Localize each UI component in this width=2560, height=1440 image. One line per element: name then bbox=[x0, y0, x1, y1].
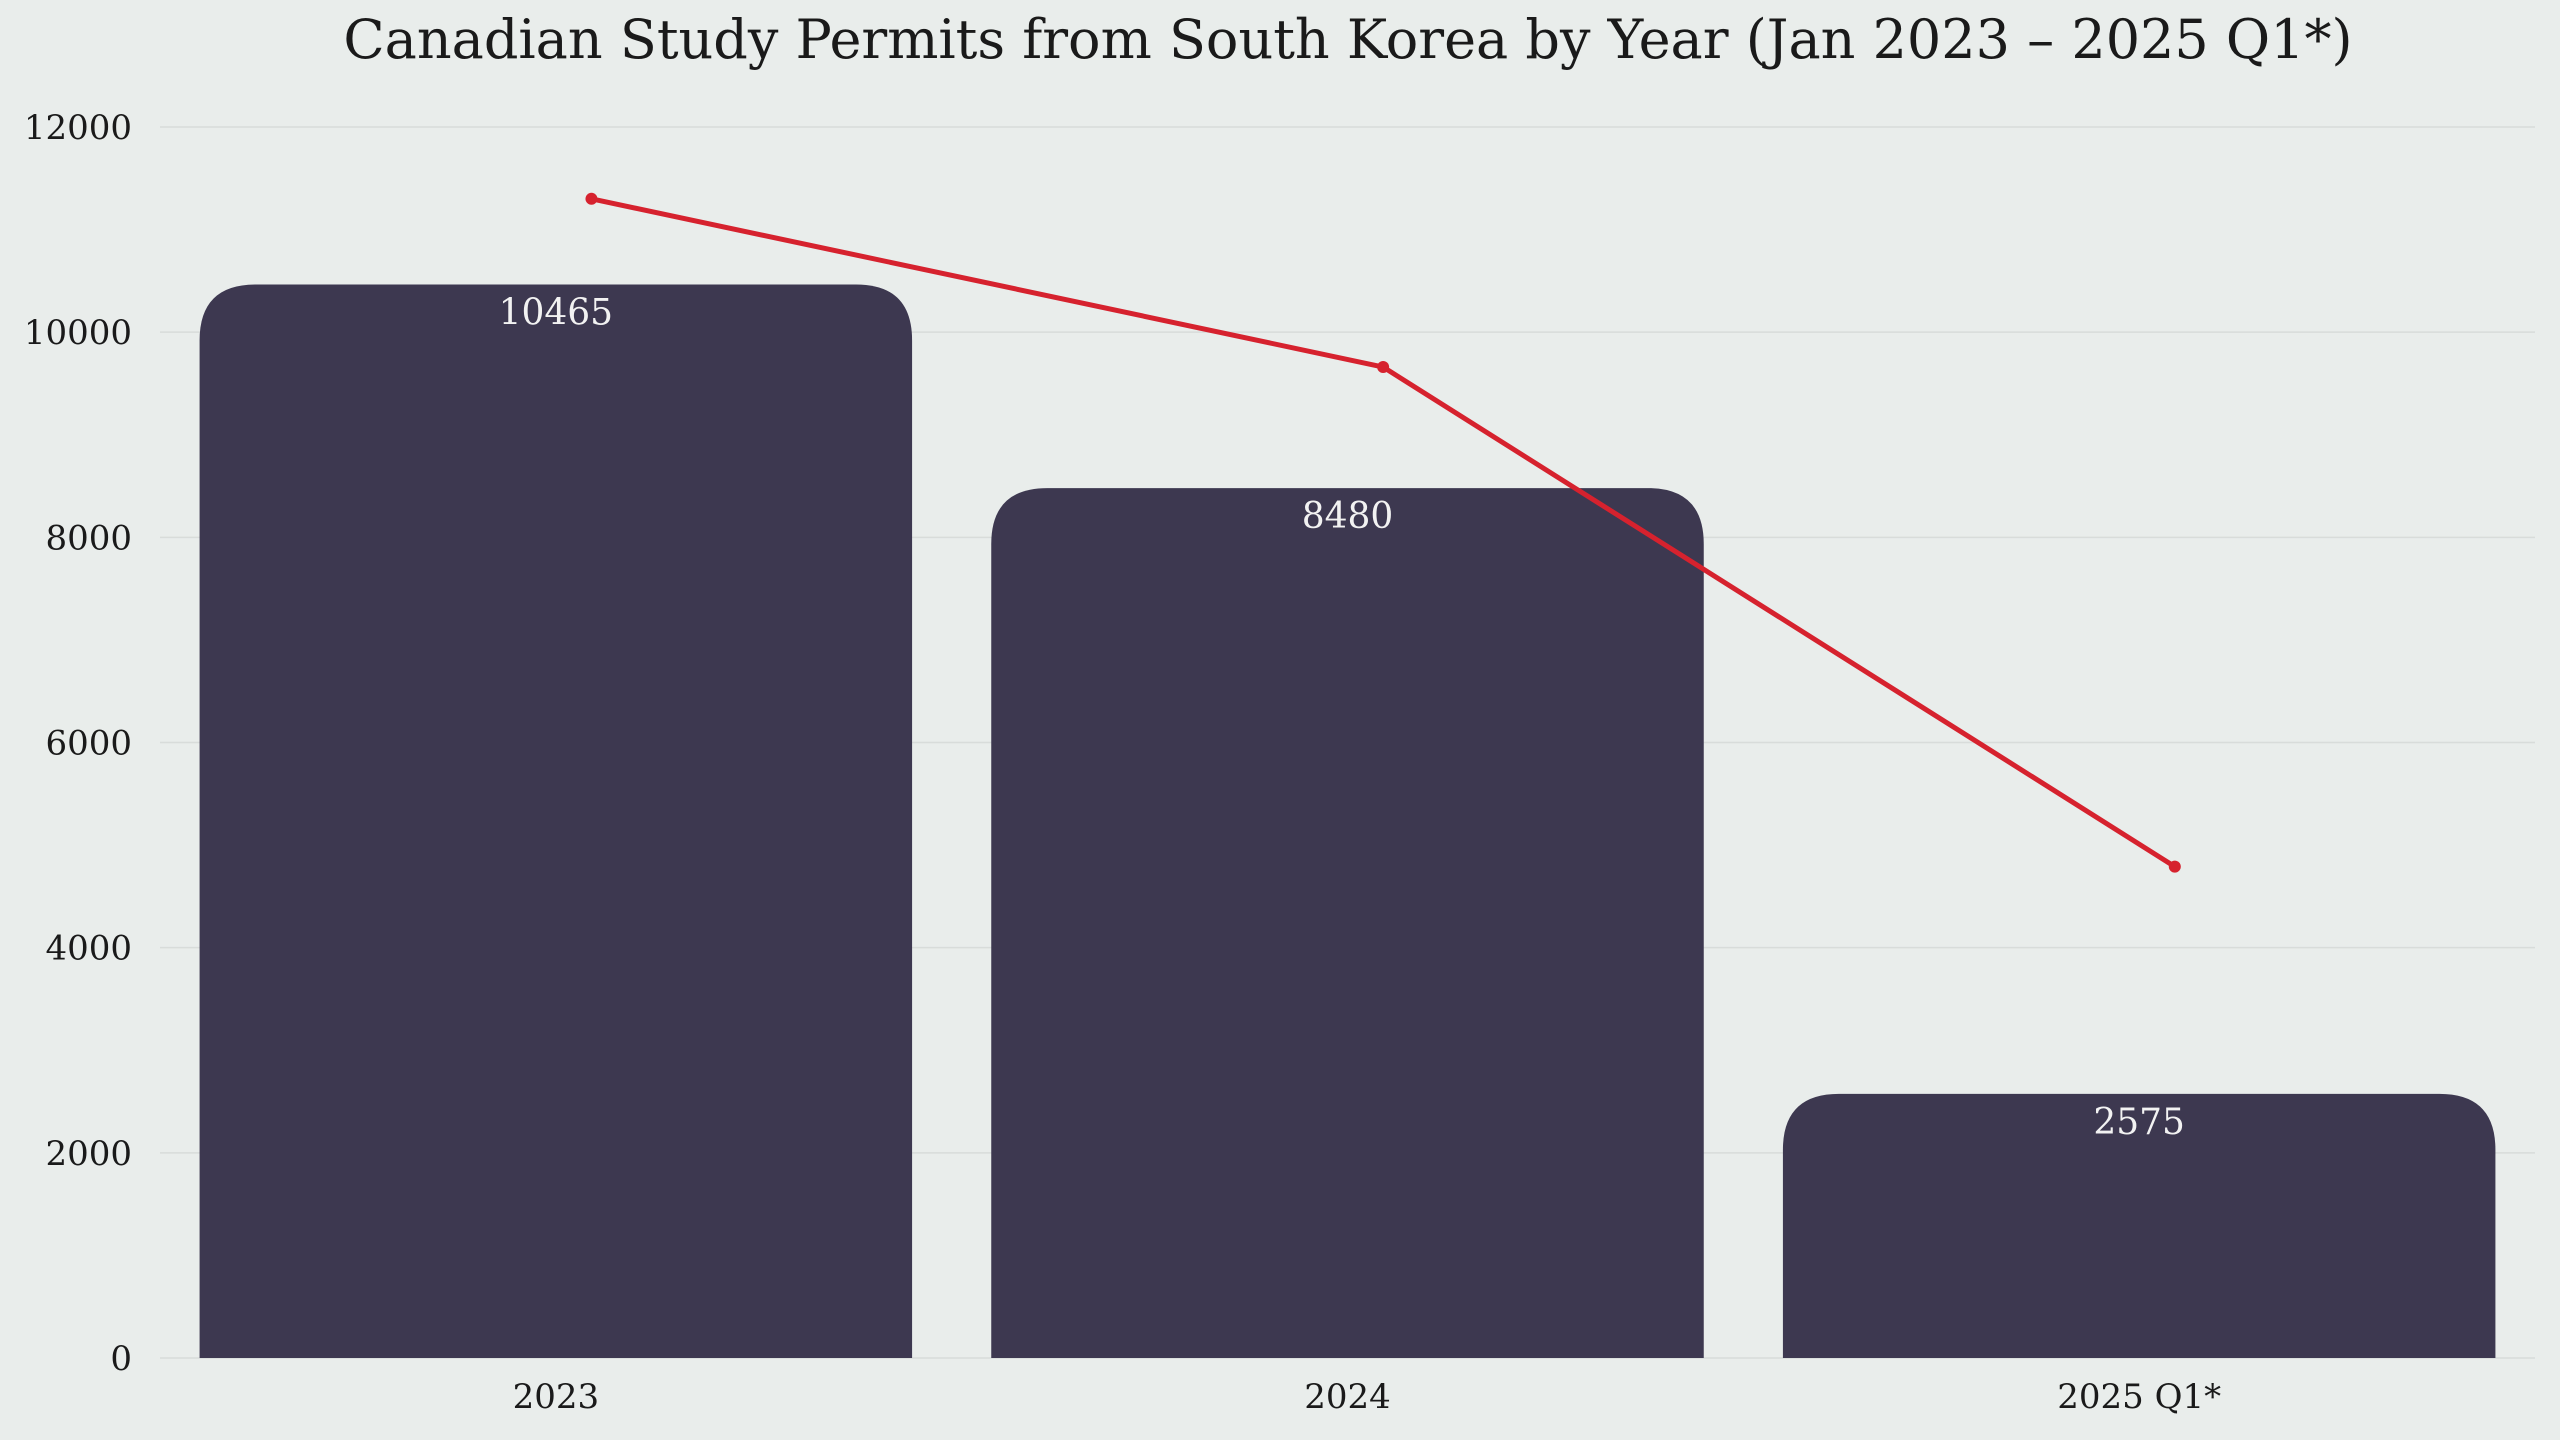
trend-line-point bbox=[2168, 860, 2181, 873]
bar bbox=[1782, 1093, 2496, 1358]
trend-line bbox=[585, 192, 2181, 873]
y-tick-label: 8000 bbox=[45, 518, 132, 558]
y-tick-label: 10000 bbox=[24, 313, 132, 353]
bar-value-labels: 10465 8480 2575 bbox=[499, 292, 2185, 1142]
trend-line-point bbox=[585, 192, 598, 205]
bars bbox=[199, 284, 2496, 1358]
trend-line-point bbox=[1377, 361, 1390, 374]
bar bbox=[991, 488, 1704, 1358]
x-tick-label: 2024 bbox=[1304, 1377, 1391, 1417]
bar bbox=[199, 284, 913, 1358]
x-tick-label: 2025 Q1* bbox=[2057, 1377, 2221, 1417]
bar-value-label: 8480 bbox=[1302, 496, 1394, 537]
bar-value-label: 2575 bbox=[2093, 1102, 2185, 1143]
y-tick-label: 0 bbox=[110, 1339, 132, 1379]
y-tick-label: 4000 bbox=[45, 929, 132, 969]
y-axis-ticks: 0 2000 4000 6000 8000 10000 12000 bbox=[24, 108, 132, 1379]
x-tick-label: 2023 bbox=[513, 1377, 600, 1417]
y-tick-label: 6000 bbox=[45, 724, 132, 764]
y-tick-label: 12000 bbox=[24, 108, 132, 148]
x-axis-ticks: 2023 2024 2025 Q1* bbox=[513, 1377, 2222, 1417]
bar-value-label: 10465 bbox=[499, 292, 614, 333]
y-tick-label: 2000 bbox=[45, 1134, 132, 1174]
chart-title: Canadian Study Permits from South Korea … bbox=[343, 8, 2352, 71]
